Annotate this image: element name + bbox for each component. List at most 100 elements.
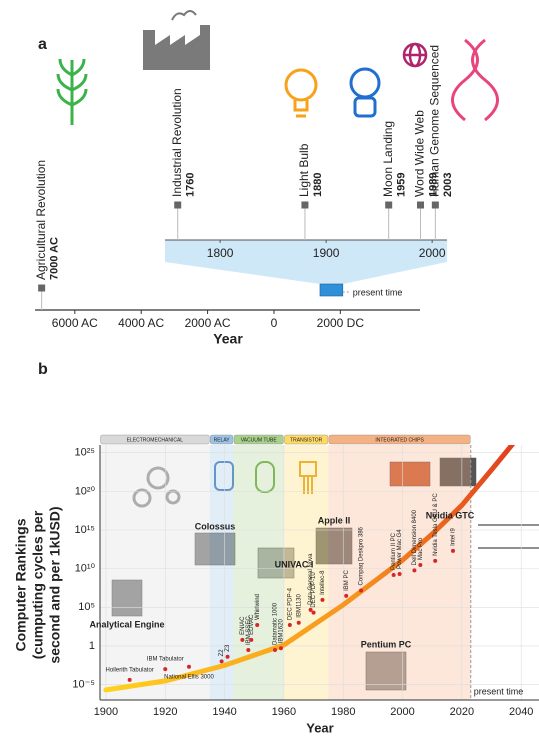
data-point <box>433 559 437 563</box>
point-label: IBM Tabulator <box>147 657 184 663</box>
data-point <box>226 655 230 659</box>
event-year: 1880 <box>312 173 324 197</box>
data-point <box>412 568 416 572</box>
present-label: present time <box>474 686 524 696</box>
x-axis-label: Year <box>213 331 243 347</box>
x-tick-label: 4000 AC <box>118 316 164 330</box>
point-label: Intel i9 <box>451 528 457 546</box>
event-marker <box>385 202 392 209</box>
data-point <box>220 659 224 663</box>
point-label: DEC PDP-4 <box>287 587 293 620</box>
x-tick-label: 1920 <box>153 706 177 718</box>
x-tick-label: 2000 AC <box>185 316 231 330</box>
x-tick-label: 1960 <box>272 706 296 718</box>
point-label: Hollerith Tabulator <box>106 667 154 673</box>
point-label: IBM PC <box>344 570 350 591</box>
point-label: Intellec-8 <box>320 570 326 595</box>
x-tick-label: 6000 AC <box>52 316 98 330</box>
data-point <box>279 646 283 650</box>
panel-label: b <box>38 361 48 378</box>
era-label: VACUUM TUBE <box>241 437 278 443</box>
icon-dna <box>453 40 498 120</box>
zoom-tick-label: 2000 <box>419 246 446 260</box>
x-tick-label: 1900 <box>94 706 118 718</box>
x-tick-label: 0 <box>271 316 278 330</box>
data-point <box>344 594 348 598</box>
event-name: Human Genome Sequenced <box>428 45 442 197</box>
event-marker <box>417 202 424 209</box>
data-point <box>187 665 191 669</box>
data-point <box>288 623 292 627</box>
y-tick-label: 10¹⁵ <box>75 524 95 536</box>
point-label: Power Mac G4 <box>397 529 403 569</box>
highlight-label: Apple II <box>318 515 351 525</box>
icon-globe <box>404 44 426 66</box>
data-point <box>273 648 277 652</box>
event-year: 7000 AC <box>49 237 61 280</box>
data-point <box>359 588 363 592</box>
era-label: ELECTROMECHANICAL <box>127 437 184 443</box>
point-label: Compaq Deskpro 386 <box>359 526 365 585</box>
point-label: Z3 <box>225 644 231 652</box>
page: a1800190020006000 AC4000 AC2000 AC02000 … <box>0 0 539 736</box>
y-tick-label: 10⁵ <box>78 601 95 613</box>
x-axis-label: Year <box>306 720 333 735</box>
y-axis-label: (cumputing cycles per <box>30 510 46 659</box>
y-axis-label: second and per 1kUSD) <box>47 506 63 663</box>
highlight-label: Colossus <box>195 521 236 531</box>
event-year: 1760 <box>185 173 197 197</box>
icon-wheat <box>58 59 86 125</box>
era-label: INTEGRATED CHIPS <box>375 437 424 443</box>
data-point <box>398 572 402 576</box>
zoom-box <box>320 284 343 296</box>
y-tick-label: 10⁻⁵ <box>72 678 95 690</box>
zoom-tick-label: 1900 <box>313 246 340 260</box>
event-marker <box>38 285 45 292</box>
event-marker <box>432 202 439 209</box>
x-tick-label: 1980 <box>331 706 355 718</box>
highlight-label: Pentium PC <box>361 639 412 649</box>
point-label: Mac Pro <box>418 537 424 560</box>
icon-astronaut <box>351 69 379 116</box>
data-point <box>249 638 253 642</box>
data-point <box>240 638 244 642</box>
event-name: Agricultural Revolution <box>34 160 48 280</box>
x-tick-label: 2020 <box>450 706 474 718</box>
era-label: RELAY <box>214 437 231 443</box>
data-point <box>297 621 301 625</box>
x-tick-label: 2000 DC <box>317 316 365 330</box>
highlight-label: UNIVAC I <box>275 559 314 569</box>
y-axis-label: Computer Rankings <box>13 518 29 651</box>
event-name: Word Wide Web <box>413 110 427 197</box>
y-tick-label: 10²⁰ <box>75 485 96 497</box>
era-label: TRANSISTOR <box>290 437 323 443</box>
data-point <box>418 563 422 567</box>
highlight-label: Nvidia GTC <box>426 510 475 520</box>
zoom-tick-label: 1800 <box>207 246 234 260</box>
figure: a1800190020006000 AC4000 AC2000 AC02000 … <box>0 0 539 736</box>
event-year: 2003 <box>442 173 454 197</box>
x-tick-label: 2000 <box>390 706 414 718</box>
event-marker <box>301 202 308 209</box>
right-arrows <box>478 525 539 548</box>
highlight-label: Analytical Engine <box>89 619 164 629</box>
present-label: present time <box>353 287 403 297</box>
point-label: Nvidia Tesla GPU & PC <box>433 493 439 556</box>
point-label: DEC PDP-10 <box>311 572 317 608</box>
data-point <box>451 549 455 553</box>
icon-bulb <box>286 70 316 116</box>
point-label: Whirlwind <box>255 594 261 620</box>
data-point <box>255 623 259 627</box>
event-marker <box>174 202 181 209</box>
event-name: Industrial Revolution <box>170 88 184 197</box>
event-name: Light Bulb <box>297 143 311 197</box>
icon-factory <box>143 11 210 70</box>
data-point <box>128 678 132 682</box>
point-label: IBM1130 <box>296 593 302 617</box>
event-year: 1959 <box>396 173 408 197</box>
point-label: National Ellis 3000 <box>164 674 214 680</box>
data-point <box>246 648 250 652</box>
event-name: Moon Landing <box>381 121 395 197</box>
point-label: IBM1620 <box>279 619 285 644</box>
data-point <box>392 573 396 577</box>
